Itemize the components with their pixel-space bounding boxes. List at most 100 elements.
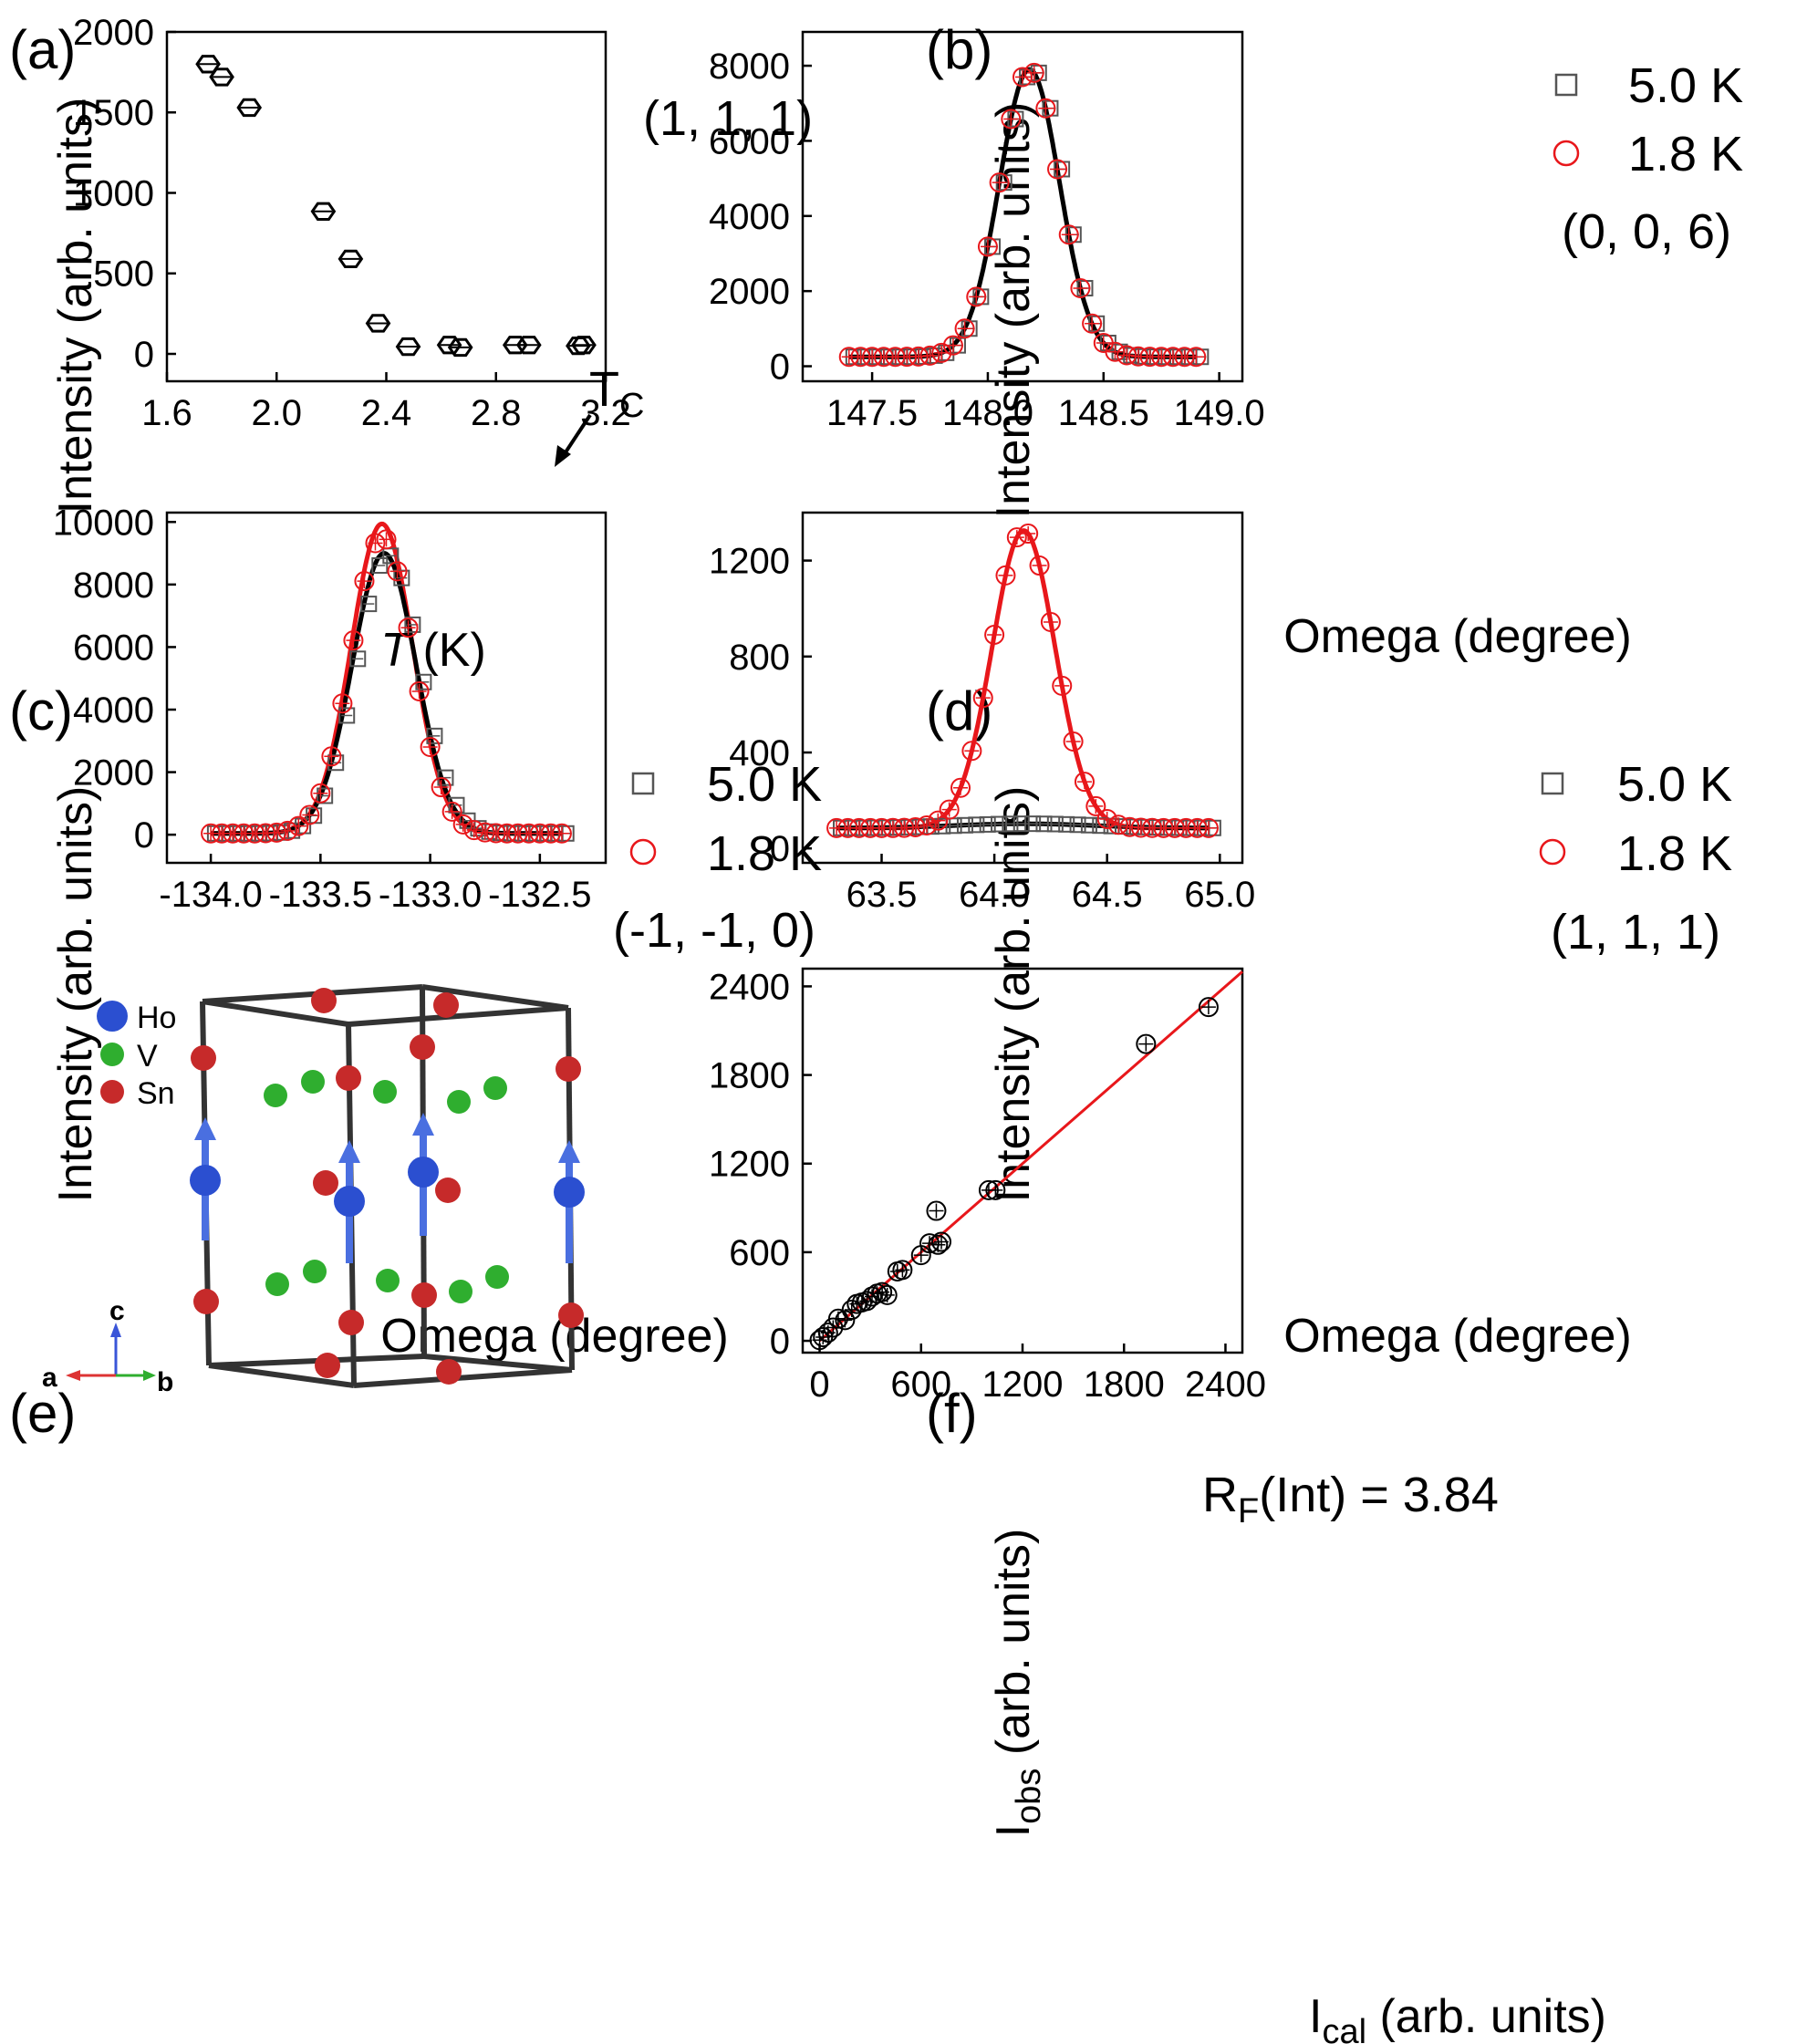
panel-f-ylabel-rest: (arb. units) [987, 1529, 1040, 1769]
fit-curve [836, 528, 1209, 831]
data-point [426, 727, 443, 744]
y-tick-label: 1500 [73, 93, 154, 133]
sn-atom [436, 1359, 462, 1385]
panel-c-legend-square-marker [631, 772, 655, 795]
data-point [995, 565, 1016, 586]
plot-frame [801, 30, 1244, 383]
panel-b-legend-5k: 5.0 K [1628, 58, 1743, 113]
chart-2-plot: 147.5 148.0 148.5 149.0 0 2000 4000 6000 8000 [709, 30, 1265, 433]
data-point [409, 680, 430, 701]
panel-b-legend-circle-marker [1553, 140, 1580, 167]
v-atom [301, 1070, 325, 1094]
v-atom [265, 1272, 289, 1296]
panel-b-xlabel: Omega (degree) [1283, 610, 1632, 663]
y-tick-label: 1800 [709, 1056, 790, 1096]
plot-frame [801, 511, 1244, 865]
x-tick-label: 1800 [1084, 1364, 1165, 1405]
panel-f-xlabel: Ical (arb. units) [1309, 1990, 1606, 2044]
chart-1-plot: 1.6 2.0 2.4 2.8 3.2 0 500 1000 1500 2000 [73, 13, 631, 433]
data-point [448, 796, 465, 814]
panel-f-rf-rest: (Int) = 3.84 [1259, 1468, 1499, 1522]
data-point [989, 172, 1010, 193]
data-point [420, 737, 441, 758]
y-tick-label: 800 [729, 638, 790, 678]
data-point [266, 822, 287, 843]
y-tick-label: 4000 [709, 197, 790, 237]
panel-f-ylabel-sub: obs [1010, 1769, 1048, 1824]
fit-line [818, 970, 1243, 1343]
data-point [1035, 98, 1056, 119]
data-point [905, 816, 926, 837]
x-tick-label: 1.6 [141, 393, 192, 433]
data-point [1074, 772, 1095, 793]
data-point [376, 529, 397, 550]
data-point [1006, 527, 1027, 548]
y-tick-label: 8000 [709, 47, 790, 87]
sn-atom [433, 992, 459, 1018]
data-point [288, 815, 309, 836]
data-point [841, 1300, 862, 1321]
panel-a-miller-index: (1, 1, 1) [643, 91, 813, 146]
legend-sn-swatch [100, 1080, 124, 1104]
fit-curve [211, 551, 562, 836]
data-point [1119, 816, 1140, 837]
legend-v-label: V [137, 1039, 158, 1074]
data-point [277, 820, 298, 841]
panel-c-miller-index: (-1, -1, 0) [613, 903, 815, 958]
ho-atom [190, 1165, 221, 1196]
data-point [1070, 277, 1091, 298]
x-tick-label: 63.5 [846, 875, 918, 915]
y-tick-label: 1200 [709, 1145, 790, 1185]
data-point [931, 1231, 952, 1252]
panel-c-legend-circle-marker [629, 838, 657, 866]
legend-v-swatch [100, 1043, 124, 1066]
data-point [950, 777, 971, 798]
data-point [310, 202, 337, 221]
data-point [1186, 347, 1207, 368]
cell-edge [202, 999, 349, 1027]
panel-b-legend-1p8k: 1.8 K [1628, 127, 1743, 182]
x-tick-label: 2400 [1185, 1364, 1266, 1405]
panel-d-legend-square-marker [1541, 772, 1564, 795]
data-point [431, 777, 452, 798]
data-point [321, 746, 342, 767]
moment-arrow-shaft [566, 1158, 573, 1263]
data-point [365, 533, 386, 554]
panel-d-legend-circle-marker [1539, 838, 1566, 866]
y-tick-label: 1000 [73, 173, 154, 213]
sn-atom [191, 1045, 216, 1071]
data-point [502, 336, 528, 355]
panel-a-xlabel: T (K) [380, 624, 486, 677]
chart-3-plot: -134.0 -133.5 -133.0 -132.5 0 2000 4000 6000 800… [53, 503, 608, 915]
panel-f-rf-sub: F [1238, 1492, 1259, 1530]
axis-triad: c a b [42, 1296, 173, 1397]
moment-arrow-head [412, 1113, 434, 1136]
data-point [382, 547, 400, 565]
panel-b: (b) Intensity (arb. units) Omega (degree… [926, 19, 1743, 663]
panel-label-f: (f) [926, 1383, 978, 1444]
panel-c-ylabel: Intensity (arb. units) [49, 786, 102, 1203]
data-point [571, 336, 597, 355]
panel-f-xlabel-rest: (arb. units) [1366, 1990, 1606, 2043]
data-point [872, 1281, 893, 1302]
data-point [892, 1260, 913, 1281]
panel-label-a: (a) [9, 19, 76, 80]
x-tick-label: 65.0 [1184, 875, 1255, 915]
x-tick-label: 2.4 [361, 393, 412, 433]
data-point [404, 616, 421, 633]
data-point [452, 814, 473, 835]
ho-atoms [190, 1157, 585, 1217]
legend-sn-label: Sn [137, 1076, 175, 1111]
panel-d: (d) Intensity (arb. units) Omega (degree… [926, 680, 1732, 1363]
y-tick-label: 600 [729, 1233, 790, 1273]
panel-label-e: (e) [9, 1383, 76, 1444]
data-point [977, 236, 998, 257]
y-tick-label: 10000 [53, 503, 154, 543]
sn-atom [435, 1178, 461, 1203]
v-atom [447, 1090, 471, 1114]
x-tick-label: -133.0 [379, 875, 482, 915]
y-tick-label: 0 [770, 829, 790, 869]
a-axis-label: a [42, 1363, 57, 1393]
data-point [441, 801, 462, 822]
x-tick-label: 600 [890, 1364, 951, 1405]
